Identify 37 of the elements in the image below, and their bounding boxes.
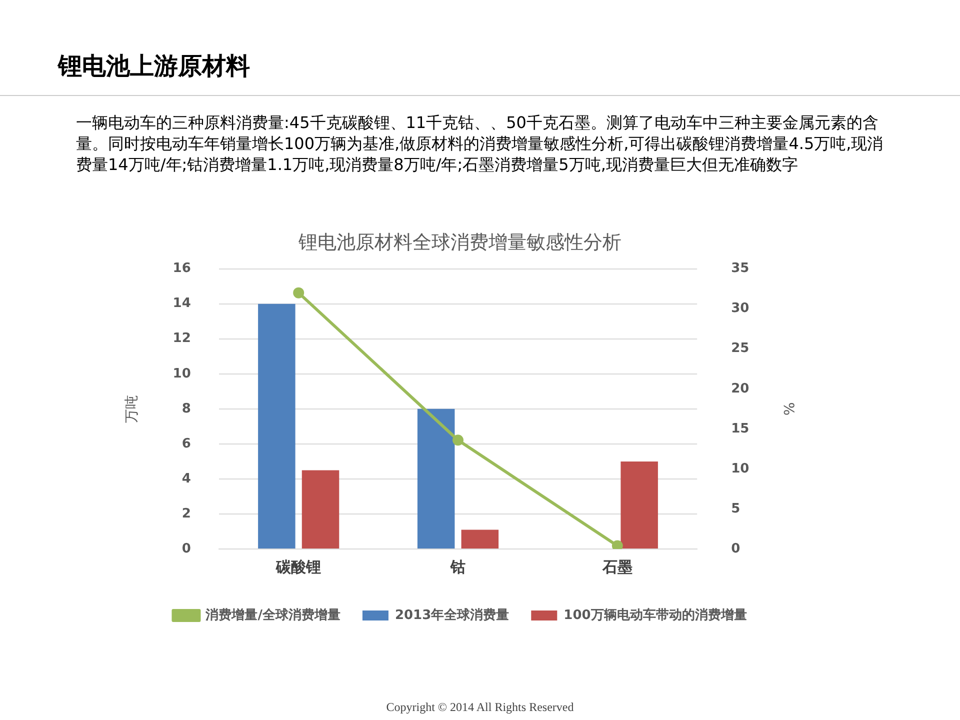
- y-tick-label: 14: [172, 296, 191, 312]
- legend-label: 消费增量/全球消费增量: [204, 606, 340, 623]
- y2-tick-label: 25: [731, 341, 750, 356]
- text: 一辆电动车的三种原料消费量:45千克碳酸锂、11千克钴、、50千克石墨。测算了电动车中三种主要金属元素的含量。同时按电动车年销量增长100万辆为基准,做原材料的消费增量敏感性分析,可得出碳酸锂消费增量4.5万吨,现消费量14万吨/年;钴消费增量1.1万吨,现消费量8万吨/年;石墨消费增量5万吨,现消费量巨大但无准确数字: [76, 112, 884, 175]
- point: [293, 287, 304, 298]
- point: [612, 540, 623, 549]
- chart-subtitle: 锂电池原材料全球消费增量敏感性分析: [298, 231, 622, 254]
- y-tick-label: 12: [172, 331, 191, 346]
- text: Copyright © 2014 All Rights Reserved: [385, 700, 575, 715]
- y-tick-label: 6: [182, 436, 191, 452]
- y-tick-label: 10: [172, 366, 191, 382]
- x-tick-label: 碳酸锂: [275, 558, 322, 576]
- y2-tick-label: 5: [731, 501, 740, 516]
- bar: [258, 304, 296, 548]
- legend-label: 2013年全球消费量: [394, 606, 510, 623]
- bar: [417, 408, 455, 548]
- point: [452, 434, 464, 446]
- y2-tick-label: 30: [731, 301, 750, 316]
- y-axis-title: 万吨: [124, 394, 140, 423]
- y-tick-label: 2: [182, 506, 191, 522]
- y2-tick-label: 15: [731, 421, 750, 436]
- y2-tick-label: 10: [731, 461, 750, 476]
- y-tick-label: 8: [182, 401, 191, 416]
- bar: [620, 461, 658, 548]
- x-tick-label: 石墨: [601, 558, 632, 576]
- bar: [302, 470, 340, 548]
- y2-tick-label: 20: [731, 381, 750, 396]
- y2-tick-label: 0: [731, 541, 740, 556]
- x-tick-label: 钴: [450, 558, 466, 576]
- bar: [461, 530, 499, 548]
- y-tick-label: 16: [172, 261, 191, 276]
- y2-tick-label: 35: [731, 261, 750, 276]
- y2-axis-title: %: [780, 402, 796, 416]
- y-tick-label: 4: [182, 471, 191, 486]
- y-tick-label: 0: [182, 541, 191, 556]
- legend-label: 100万辆电动车带动的消费增量: [564, 606, 747, 623]
- chart-title: 锂电池上游原材料: [58, 51, 250, 82]
